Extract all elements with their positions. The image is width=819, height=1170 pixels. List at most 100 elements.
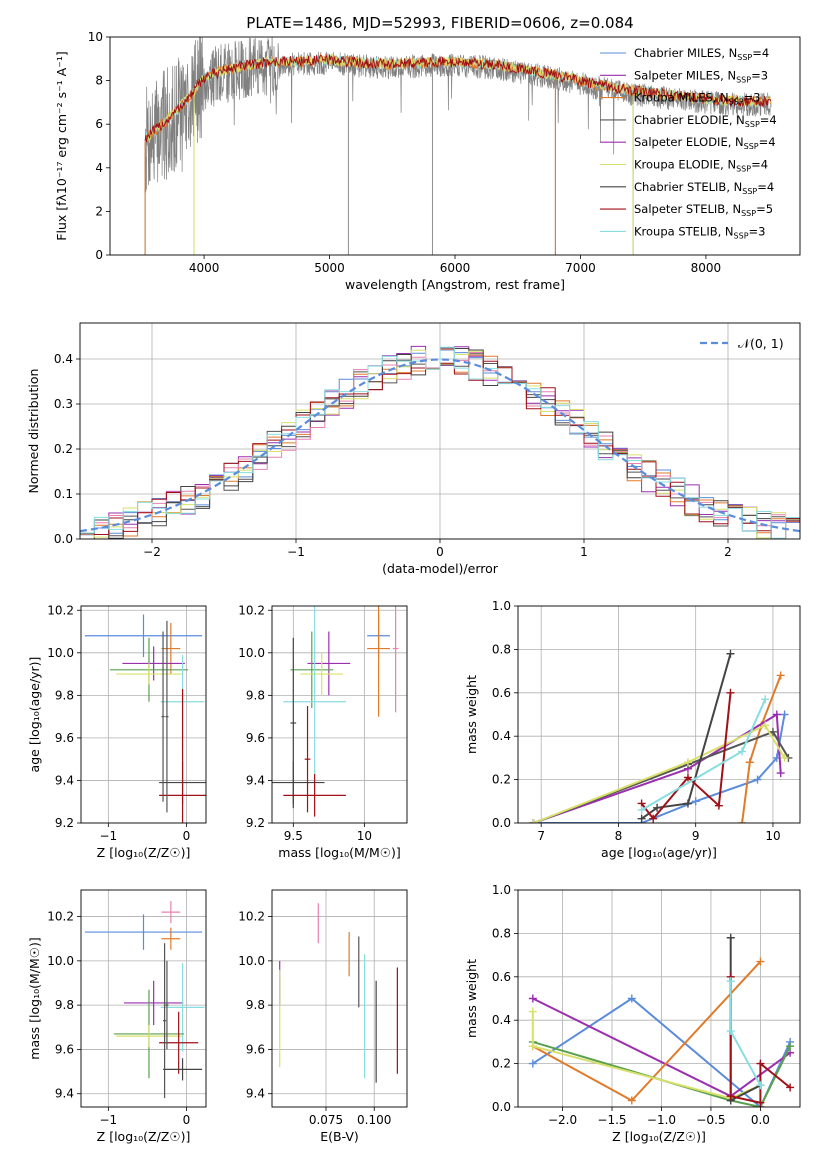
y-tick-label: 0.2 xyxy=(54,442,73,456)
legend-entry: Kroupa STELIB, NSSP=3 xyxy=(634,224,765,240)
y-tick-label: 0.4 xyxy=(492,729,511,743)
legend-entry: Kroupa MILES, NSSP=3 xyxy=(634,91,760,107)
series-marker xyxy=(528,1042,537,1051)
y-tick-label: 10.2 xyxy=(47,603,74,617)
y-tick-label: 0.4 xyxy=(54,352,73,366)
x-tick-label: −1.0 xyxy=(647,1113,676,1127)
x-axis-label: Z [log₁₀(Z/Z☉)] xyxy=(612,1129,706,1144)
series-marker xyxy=(726,977,735,986)
y-tick-label: 10.2 xyxy=(47,910,74,924)
y-tick-label: 9.4 xyxy=(55,1087,74,1101)
y-axis-label: age [log₁₀(age/yr)] xyxy=(27,657,42,773)
series-marker xyxy=(756,1059,765,1068)
series-marker xyxy=(756,1098,765,1107)
legend-entry: Salpeter ELODIE, NSSP=4 xyxy=(634,135,776,151)
y-tick-label: 9.6 xyxy=(55,1042,74,1056)
y-tick-label: 9.4 xyxy=(246,773,265,787)
y-tick-label: 0 xyxy=(95,248,103,262)
series-marker xyxy=(683,758,692,767)
x-tick-label: −2 xyxy=(143,545,161,559)
series-marker xyxy=(529,819,538,823)
x-tick-label: −1 xyxy=(99,829,117,843)
plot-area-age-vs-Z xyxy=(81,606,206,823)
y-tick-label: 0.0 xyxy=(492,816,511,830)
series-marker xyxy=(726,688,735,697)
axes-frame xyxy=(80,889,207,1108)
series-line xyxy=(533,724,786,823)
axes-frame xyxy=(517,889,801,1108)
y-tick-label: 9.8 xyxy=(55,688,74,702)
y-tick-label: 1.0 xyxy=(492,883,511,897)
series-marker xyxy=(627,994,636,1003)
series-marker xyxy=(726,933,735,942)
panel-mass-vs-ebv: 0.075 0.100 9.4 9.6 9.8 10.0 10.2 E(B-V) xyxy=(238,889,408,1144)
plot-area-age-vs-mass xyxy=(272,606,407,823)
axes-frame xyxy=(109,36,801,256)
y-tick-label: 9.2 xyxy=(246,816,265,830)
x-axis-label: E(B-V) xyxy=(320,1129,359,1144)
series-marker xyxy=(683,773,692,782)
plot-area-mass-vs-ebv xyxy=(272,890,407,1107)
panel-massweight-vs-age: 7 8 9 10 0.0 0.2 0.4 0.6 0.8 1.0 age [log₁₀(age/yr… xyxy=(464,599,801,860)
panel-age-vs-Z: −1 0 9.2 9.4 9.6 9.8 10.0 10.2 Z [log₁₀(Z/Z☉)] ag… xyxy=(27,603,207,860)
x-axis-label: mass [log₁₀(M/M☉)] xyxy=(278,845,400,860)
x-tick-label: 0.100 xyxy=(357,1113,391,1127)
y-tick-label: 0.2 xyxy=(492,773,511,787)
x-tick-label: 0.075 xyxy=(309,1113,343,1127)
y-tick-label: 2 xyxy=(95,204,103,218)
series-marker xyxy=(683,799,692,808)
axes-frame xyxy=(80,605,207,824)
x-tick-label: 0.0 xyxy=(751,1113,770,1127)
y-tick-label: 10.0 xyxy=(238,646,265,660)
legend-entry: Salpeter STELIB, NSSP=5 xyxy=(634,202,773,218)
y-tick-label: 0.2 xyxy=(492,1057,511,1071)
y-tick-label: 6 xyxy=(95,117,103,131)
legend-entry: 𝒩(0, 1) xyxy=(738,336,784,351)
x-tick-label: 9 xyxy=(692,829,700,843)
x-tick-label: 7 xyxy=(537,829,545,843)
y-tick-label: 9.8 xyxy=(55,998,74,1012)
y-tick-label: 0.0 xyxy=(492,1100,511,1114)
y-tick-label: 0.3 xyxy=(54,397,73,411)
x-tick-label: 4000 xyxy=(189,261,220,275)
series-marker xyxy=(772,710,781,719)
x-tick-label: 0 xyxy=(183,829,191,843)
x-axis-label: wavelength [Angstrom, rest frame] xyxy=(345,277,565,292)
y-tick-label: 0.8 xyxy=(492,642,511,656)
plot-area-mass-vs-Z xyxy=(81,890,206,1107)
y-tick-label: 9.4 xyxy=(246,1087,265,1101)
x-tick-label: 5000 xyxy=(314,261,345,275)
panel-mass-vs-Z: −1 0 9.4 9.6 9.8 10.0 10.2 Z [log₁₀(Z/Z☉)] mass … xyxy=(27,889,207,1144)
panel-age-vs-mass: 9.5 10 9.2 9.4 9.6 9.8 10.0 10.2 mass [log₁₀(M/M… xyxy=(238,603,408,860)
x-tick-label: 10 xyxy=(765,829,780,843)
legend: Chabrier MILES, NSSP=4 Salpeter MILES, NS… xyxy=(600,46,777,240)
y-tick-label: 9.8 xyxy=(246,688,265,702)
legend-entry: Chabrier MILES, NSSP=4 xyxy=(634,46,769,62)
y-axis-label: Normed distribution xyxy=(26,369,41,494)
y-tick-label: 0.1 xyxy=(54,487,73,501)
legend-entry: Chabrier ELODIE, NSSP=4 xyxy=(634,113,777,129)
series-line xyxy=(533,730,790,823)
series-marker xyxy=(726,649,735,658)
y-tick-label: 9.2 xyxy=(55,816,74,830)
plot-area-massweight-vs-Z xyxy=(518,890,800,1107)
panel-residuals: −2 −1 0 1 2 0.0 0.1 0.2 0.3 0.4 (data-model)/error… xyxy=(26,322,801,576)
y-tick-label: 0.4 xyxy=(492,1013,511,1027)
series-marker xyxy=(649,814,658,823)
series-marker xyxy=(780,753,789,762)
x-tick-label: 8 xyxy=(615,829,623,843)
y-tick-label: 10.2 xyxy=(238,910,265,924)
series-line xyxy=(729,981,762,1086)
series-line xyxy=(533,714,786,823)
x-tick-label: 1 xyxy=(580,545,588,559)
y-tick-label: 0.0 xyxy=(54,532,73,546)
x-axis-label: age [log₁₀(age/yr)] xyxy=(601,845,717,860)
series-marker xyxy=(726,1092,735,1101)
normal-curve xyxy=(80,358,800,533)
y-tick-label: 0.8 xyxy=(492,926,511,940)
series-marker xyxy=(714,801,723,810)
x-tick-label: 10 xyxy=(357,829,372,843)
x-axis-label: Z [log₁₀(Z/Z☉)] xyxy=(97,1129,191,1144)
axes-frame xyxy=(271,889,408,1108)
